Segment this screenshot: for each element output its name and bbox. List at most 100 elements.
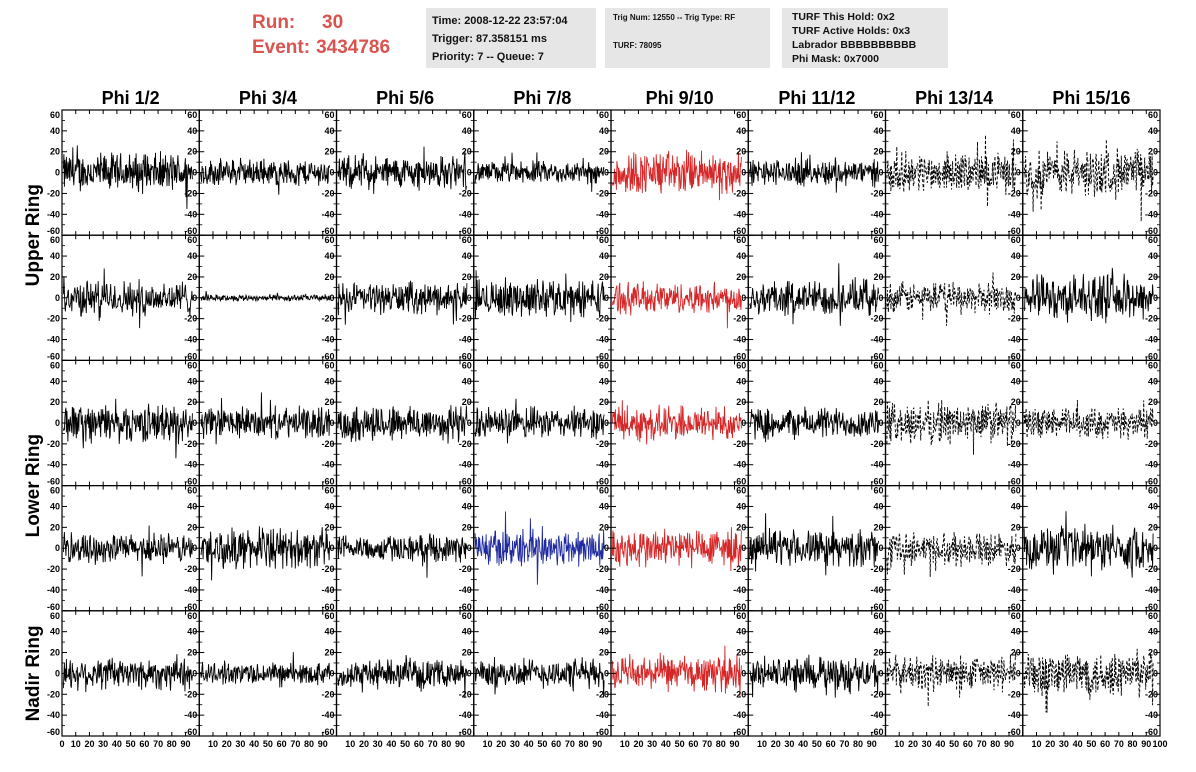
y-tick-label: 20	[50, 522, 60, 532]
y-tick-label: 20	[462, 522, 472, 532]
y-tick-label: 40	[736, 627, 746, 637]
y-tick-label: -40	[321, 710, 334, 720]
trigger-text: Trigger: 87.358151 ms	[432, 33, 547, 45]
y-tick-label: -20	[1008, 314, 1021, 324]
y-tick-label: 20	[324, 147, 334, 157]
x-tick-label: 80	[304, 739, 314, 749]
x-tick-label: 60	[826, 739, 836, 749]
y-tick-label: -20	[47, 188, 60, 198]
y-tick-label: 0	[604, 293, 609, 303]
panel-frame	[884, 359, 1024, 487]
column-header: Phi 1/2	[102, 88, 160, 108]
x-tick-label: 10	[894, 739, 904, 749]
waveform-line	[1023, 399, 1154, 440]
ring-label: Upper Ring	[23, 184, 44, 286]
y-tick-label: 40	[462, 501, 472, 511]
y-tick-label: 20	[324, 648, 334, 658]
y-tick-label: -40	[1145, 209, 1158, 219]
y-tick-label: 60	[50, 486, 60, 496]
ring-label: Lower Ring	[23, 434, 44, 537]
waveform-line	[62, 268, 193, 329]
x-tick-label: 10	[345, 739, 355, 749]
y-tick-label: -20	[184, 689, 197, 699]
y-tick-label: 40	[462, 376, 472, 386]
y-tick-label: -20	[321, 314, 334, 324]
x-tick-label: 40	[386, 739, 396, 749]
y-tick-label: 20	[1148, 272, 1158, 282]
x-tick-label: 20	[633, 739, 643, 749]
y-tick-label: 60	[736, 486, 746, 496]
y-tick-label: 20	[187, 397, 197, 407]
y-tick-label: 0	[741, 418, 746, 428]
x-tick-label: 20	[496, 739, 506, 749]
y-tick-label: 20	[187, 648, 197, 658]
y-tick-label: 40	[736, 251, 746, 261]
y-tick-label: -40	[596, 585, 609, 595]
x-tick-label: 30	[1059, 739, 1069, 749]
y-tick-label: 0	[1016, 418, 1021, 428]
y-tick-label: 40	[324, 126, 334, 136]
y-tick-label: 40	[50, 251, 60, 261]
waveform-line	[611, 281, 742, 329]
x-tick-label: 20	[222, 739, 232, 749]
y-tick-label: 20	[599, 147, 609, 157]
x-tick-label: 20	[359, 739, 369, 749]
y-tick-label: -60	[47, 602, 60, 612]
y-tick-label: -40	[733, 460, 746, 470]
y-tick-label: 20	[462, 147, 472, 157]
y-tick-label: -20	[1145, 689, 1158, 699]
waveform-line	[337, 405, 468, 444]
y-tick-label: 0	[467, 418, 472, 428]
y-tick-label: -40	[596, 460, 609, 470]
y-tick-label: 60	[187, 360, 197, 370]
x-tick-label: 60	[963, 739, 973, 749]
time-text: Time: 2008-12-22 23:57:04	[432, 15, 568, 27]
waveform-line	[474, 511, 605, 585]
waveform-line	[62, 654, 193, 693]
y-tick-label: -40	[733, 335, 746, 345]
y-tick-label: -20	[321, 689, 334, 699]
y-tick-label: 60	[462, 360, 472, 370]
y-tick-label: -20	[596, 689, 609, 699]
y-tick-label: 20	[1011, 272, 1021, 282]
y-tick-label: 60	[1148, 110, 1158, 120]
y-tick-label: 40	[1011, 501, 1021, 511]
x-tick-label: 60	[414, 739, 424, 749]
y-tick-label: 60	[1148, 486, 1158, 496]
trig-num-text: Trig Num: 12550 -- Trig Type: RF	[613, 13, 736, 22]
y-tick-label: -40	[47, 710, 60, 720]
y-tick-label: 20	[462, 397, 472, 407]
y-tick-label: 20	[1148, 147, 1158, 157]
y-tick-label: 20	[599, 272, 609, 282]
y-tick-label: -40	[459, 585, 472, 595]
y-tick-label: -60	[184, 727, 197, 737]
y-tick-label: 0	[1016, 168, 1021, 178]
y-tick-label: 60	[873, 110, 883, 120]
y-tick-label: -40	[184, 585, 197, 595]
y-tick-label: -20	[596, 439, 609, 449]
waveform-line	[474, 398, 605, 444]
y-tick-label: -60	[321, 351, 334, 361]
y-tick-label: 60	[1148, 611, 1158, 621]
y-tick-label: -60	[459, 477, 472, 487]
y-tick-label: -20	[1145, 439, 1158, 449]
column-header: Phi 9/10	[646, 88, 714, 108]
y-tick-label: -60	[733, 477, 746, 487]
y-tick-label: -40	[1008, 585, 1021, 595]
y-tick-label: 40	[324, 627, 334, 637]
y-tick-label: 20	[187, 272, 197, 282]
waveform-line	[749, 263, 880, 326]
x-tick-label: 30	[235, 739, 245, 749]
run-event-block: Run: 30 Event: 3434786	[252, 10, 390, 60]
waveform-line	[1023, 648, 1154, 713]
y-tick-label: 40	[187, 376, 197, 386]
y-tick-label: 40	[50, 501, 60, 511]
waveform-line	[337, 654, 468, 699]
x-tick-label: 10	[208, 739, 218, 749]
x-tick-label: 30	[373, 739, 383, 749]
y-tick-label: 40	[50, 376, 60, 386]
y-tick-label: 0	[192, 668, 197, 678]
y-tick-label: -60	[870, 727, 883, 737]
y-tick-label: 60	[873, 235, 883, 245]
y-tick-label: 60	[736, 235, 746, 245]
